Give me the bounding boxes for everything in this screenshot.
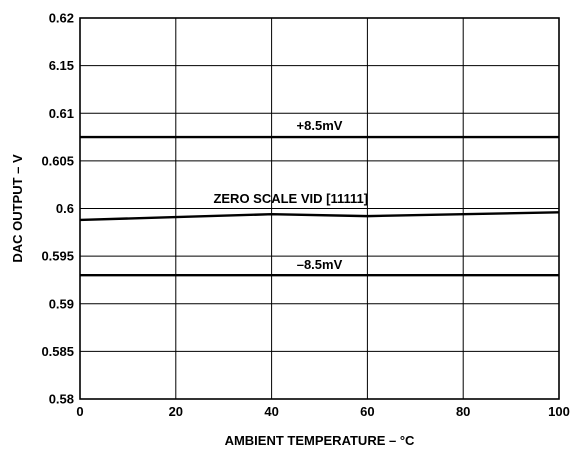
y-tick-label: 0.605	[41, 153, 74, 168]
zero-scale-line	[79, 211, 560, 222]
series-lines	[79, 135, 560, 277]
x-tick-label: 0	[76, 404, 83, 419]
x-tick-label: 20	[169, 404, 183, 419]
lower-limit-label: –8.5mV	[297, 257, 343, 272]
y-tick-labels: 0.58 0.585 0.59 0.595 0.6 0.605 0.61 6.15 0.62	[41, 11, 74, 407]
y-tick-label: 0.59	[49, 296, 74, 311]
y-tick-label: 0.61	[49, 106, 74, 121]
y-tick-label: 6.15	[49, 58, 74, 73]
y-tick-label: 0.6	[56, 201, 74, 216]
x-tick-labels: 0 20 40 60 80 100	[76, 404, 569, 419]
upper-limit-label: +8.5mV	[297, 118, 343, 133]
x-tick-label: 60	[360, 404, 374, 419]
annotations: +8.5mV ZERO SCALE VID [11111] –8.5mV	[213, 118, 368, 272]
y-tick-label: 0.585	[41, 344, 74, 359]
y-axis-label: DAC OUTPUT – V	[10, 154, 25, 263]
x-axis-label: AMBIENT TEMPERATURE – °C	[225, 433, 415, 448]
plot-frame	[79, 17, 560, 400]
grid	[80, 18, 559, 399]
x-tick-label: 40	[264, 404, 278, 419]
zero-scale-label: ZERO SCALE VID [11111]	[213, 191, 368, 206]
y-tick-label: 0.595	[41, 249, 74, 264]
x-tick-label: 100	[548, 404, 570, 419]
y-tick-label: 0.58	[49, 392, 74, 407]
x-tick-label: 80	[456, 404, 470, 419]
y-tick-label: 0.62	[49, 11, 74, 26]
